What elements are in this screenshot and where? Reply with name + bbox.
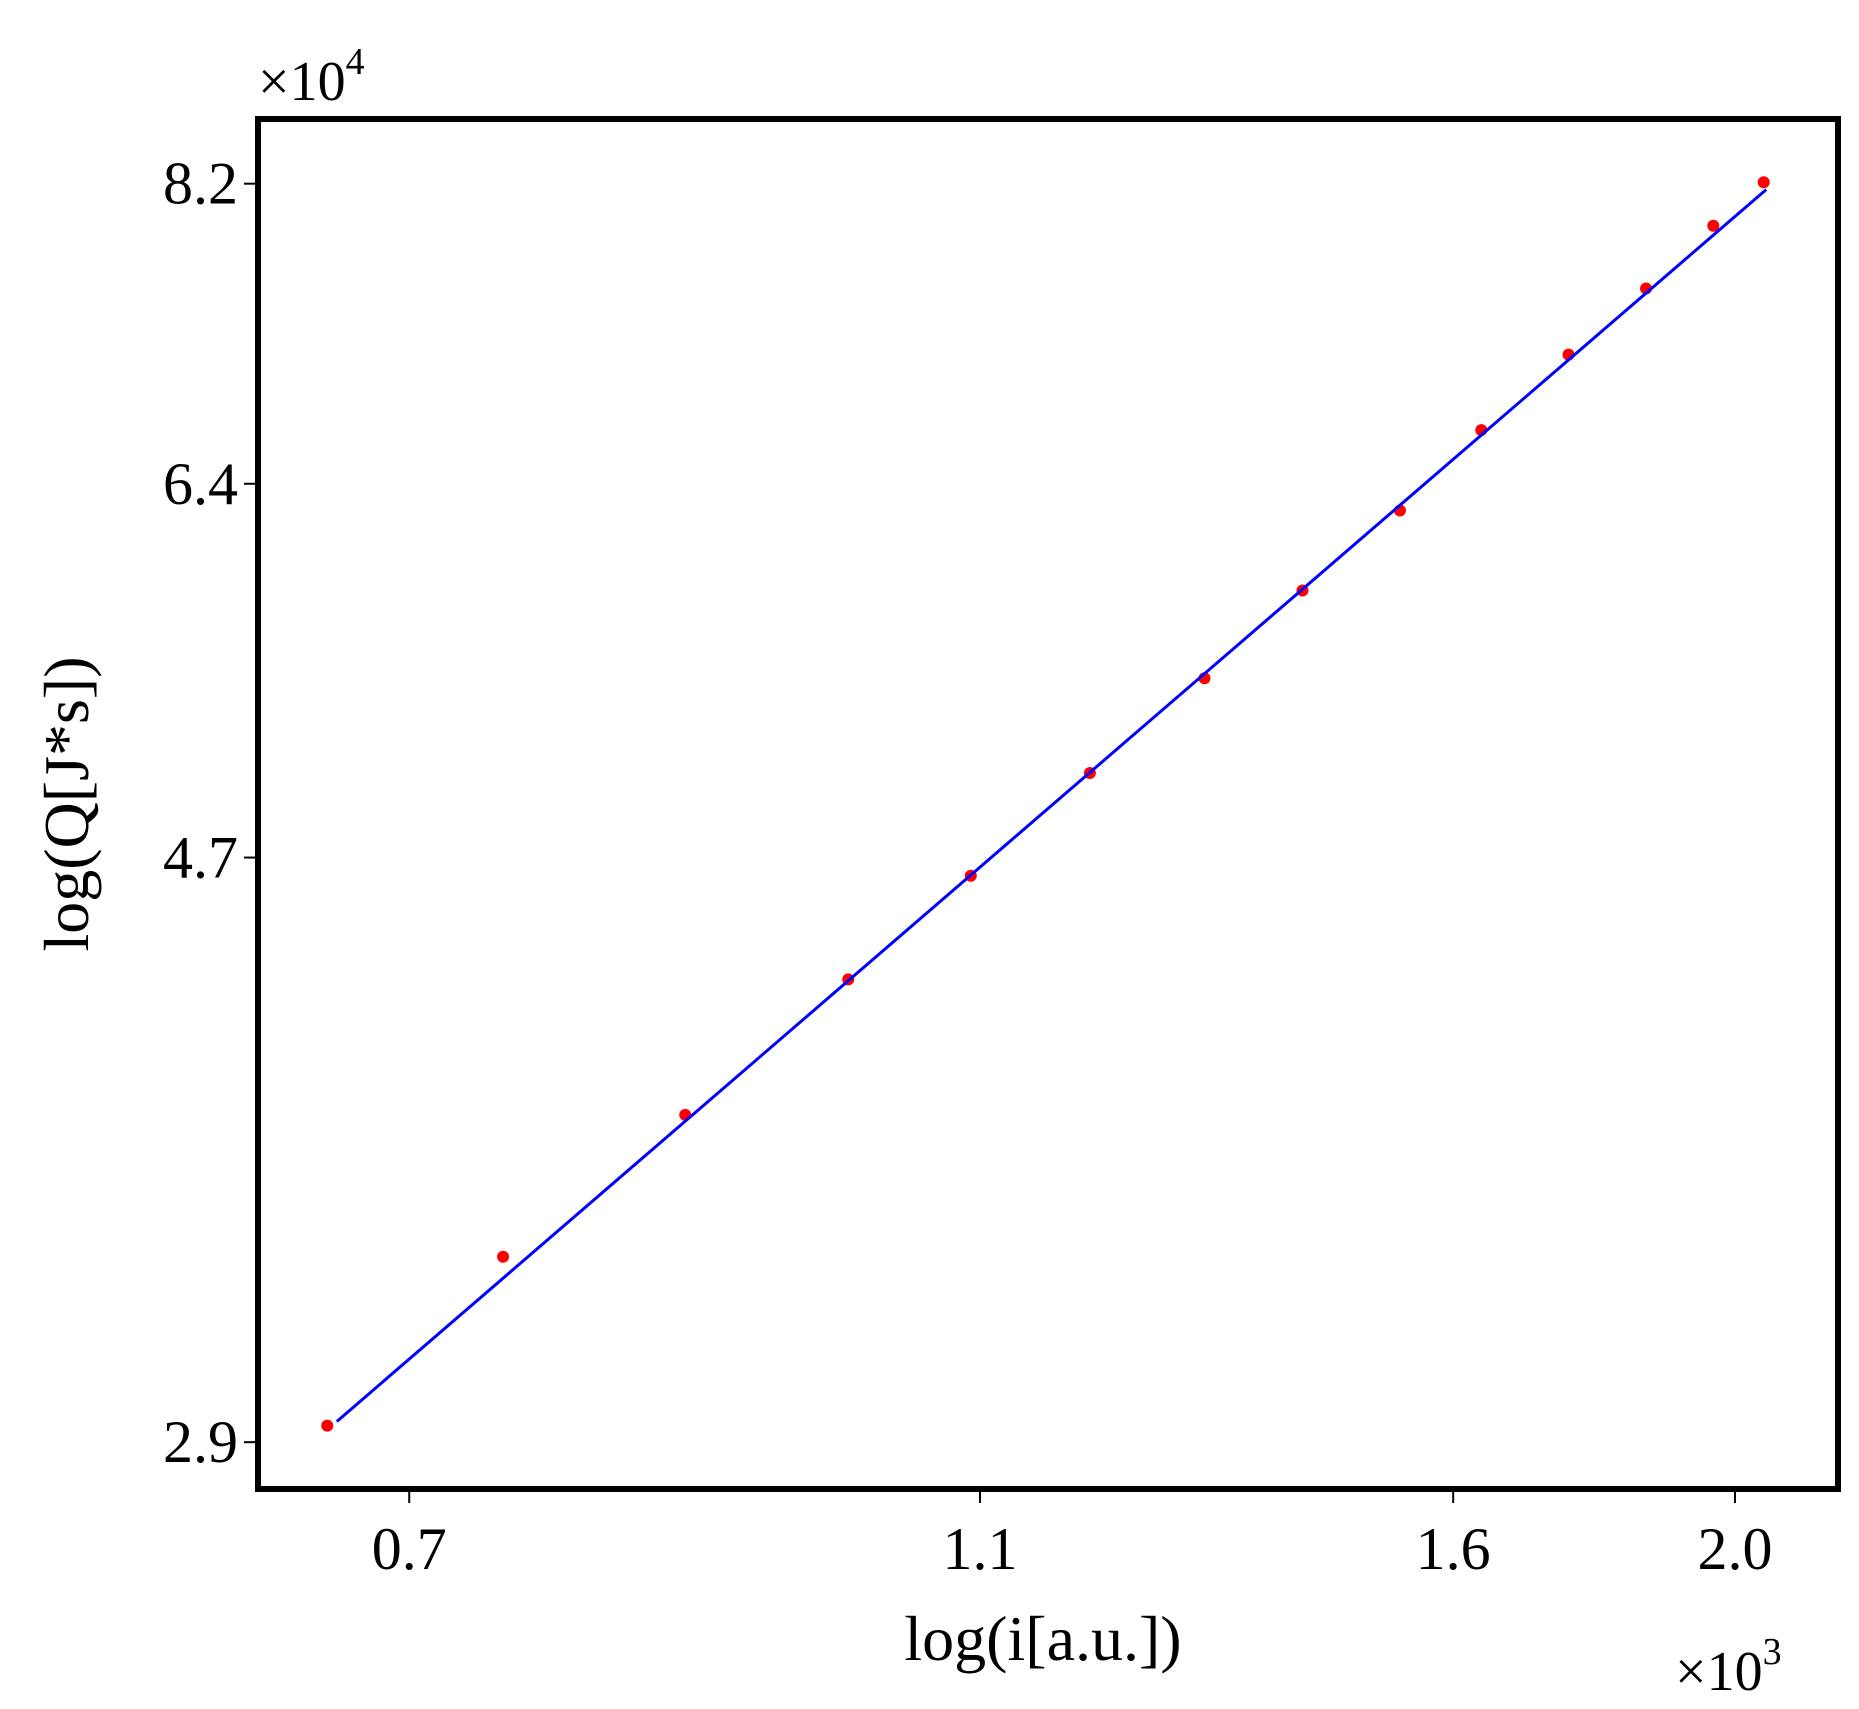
fit-line — [335, 188, 1768, 1423]
data-point — [497, 1250, 510, 1263]
x-axis-label: log(i[a.u.]) — [904, 1603, 1181, 1674]
x-tick-label: 0.7 — [372, 1516, 447, 1582]
y-axis-label: log(Q[J*s]) — [31, 656, 102, 951]
data-point — [1757, 176, 1770, 189]
y-tick-label: 4.7 — [163, 825, 238, 891]
offset-exponent: 3 — [1763, 1631, 1782, 1673]
offset-base: ×10 — [258, 51, 346, 113]
x-tick-label: 1.6 — [1416, 1516, 1491, 1582]
data-point — [321, 1419, 334, 1432]
x-tick-label: 2.0 — [1697, 1516, 1772, 1582]
x-tick-label: 1.1 — [943, 1516, 1018, 1582]
y-tick-label: 6.4 — [163, 451, 238, 517]
offset-base: ×10 — [1675, 1641, 1763, 1703]
offset-exponent: 4 — [346, 41, 365, 83]
y-offset-text: ×104 — [258, 41, 365, 113]
x-offset-text: ×103 — [1675, 1631, 1782, 1703]
y-tick-label: 8.2 — [163, 151, 238, 217]
y-tick-label: 2.9 — [163, 1409, 238, 1475]
plot-frame — [255, 116, 1841, 1492]
data-point — [1707, 219, 1720, 232]
